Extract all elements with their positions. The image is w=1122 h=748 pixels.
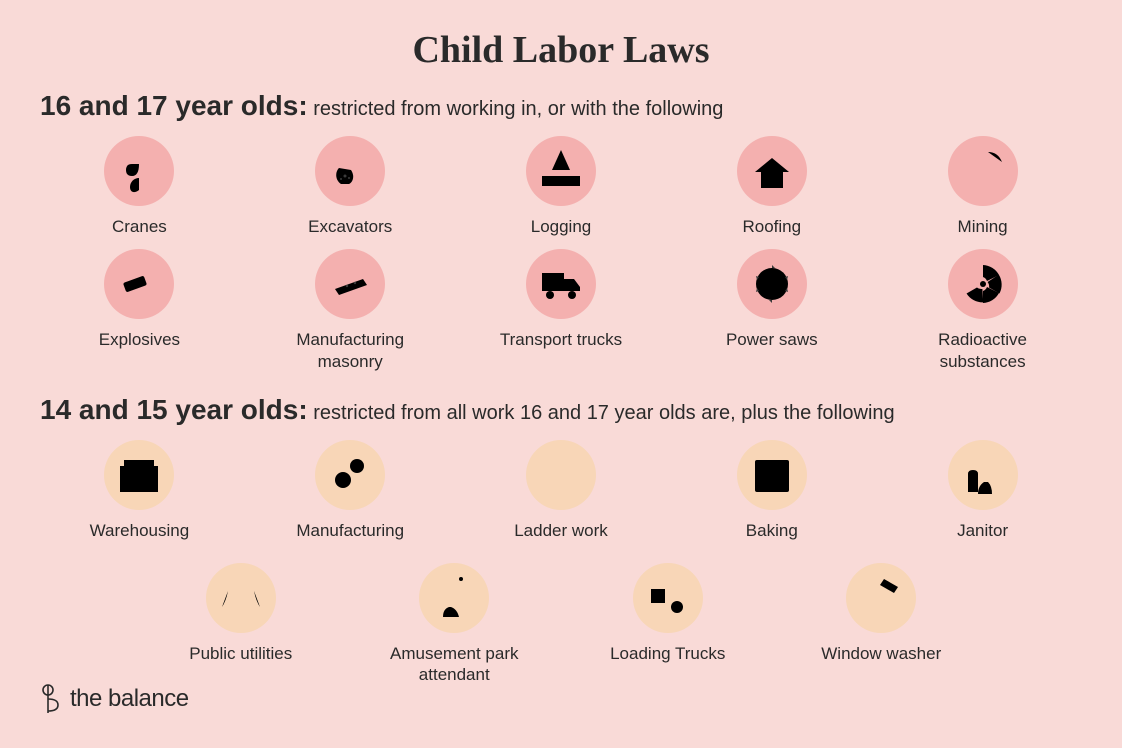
group2-age: 14 and 15 year olds: (40, 394, 308, 425)
list-item: Warehousing (40, 440, 239, 541)
item-label: Manufacturing (296, 520, 404, 541)
list-item: Roofing (672, 136, 871, 237)
oven-icon (737, 440, 807, 510)
gears-icon (315, 440, 385, 510)
masonry-icon (315, 249, 385, 319)
group2-grid-row2: Public utilities Amusement park attendan… (40, 563, 1082, 686)
item-label: Mining (958, 216, 1008, 237)
logging-icon (526, 136, 596, 206)
item-label: Roofing (742, 216, 801, 237)
radioactive-icon (948, 249, 1018, 319)
list-item: Ladder work (462, 440, 661, 541)
list-item: Transport trucks (462, 249, 661, 372)
item-label: Baking (746, 520, 798, 541)
item-label: Manufacturing masonry (275, 329, 425, 372)
list-item: Mining (883, 136, 1082, 237)
explosives-icon (104, 249, 174, 319)
item-label: Amusement park attendant (379, 643, 529, 686)
list-item: Cranes (40, 136, 239, 237)
page-title: Child Labor Laws (40, 28, 1082, 72)
group1-grid: Cranes Excavators Logging Roofing Mining… (40, 136, 1082, 372)
mining-icon (948, 136, 1018, 206)
item-label: Logging (531, 216, 592, 237)
item-label: Window washer (821, 643, 941, 664)
squeegee-icon (846, 563, 916, 633)
roofing-icon (737, 136, 807, 206)
excavator-icon (315, 136, 385, 206)
truck-icon (526, 249, 596, 319)
group1-tagline: restricted from working in, or with the … (313, 98, 723, 120)
crane-icon (104, 136, 174, 206)
group2-tagline: restricted from all work 16 and 17 year … (313, 402, 894, 424)
warehouse-icon (104, 440, 174, 510)
group1-age: 16 and 17 year olds: (40, 90, 308, 121)
item-label: Cranes (112, 216, 167, 237)
list-item: Power saws (672, 249, 871, 372)
janitor-icon (948, 440, 1018, 510)
group1-heading: 16 and 17 year olds: restricted from wor… (40, 90, 1082, 122)
item-label: Loading Trucks (610, 643, 725, 664)
list-item: Loading Trucks (567, 563, 769, 686)
item-label: Ladder work (514, 520, 608, 541)
list-item: Baking (672, 440, 871, 541)
item-label: Warehousing (90, 520, 190, 541)
group2-heading: 14 and 15 year olds: restricted from all… (40, 394, 1082, 426)
list-item: Manufacturing (251, 440, 450, 541)
item-label: Excavators (308, 216, 392, 237)
list-item: Amusement park attendant (354, 563, 556, 686)
brand-logo: the balance (40, 684, 189, 714)
item-label: Power saws (726, 329, 818, 350)
ladder-icon (526, 440, 596, 510)
utilities-icon (206, 563, 276, 633)
item-label: Explosives (99, 329, 180, 350)
loading-icon (633, 563, 703, 633)
group2-grid-row1: Warehousing Manufacturing Ladder work Ba… (40, 440, 1082, 541)
list-item: Explosives (40, 249, 239, 372)
item-label: Janitor (957, 520, 1008, 541)
list-item: Logging (462, 136, 661, 237)
list-item: Window washer (781, 563, 983, 686)
list-item: Excavators (251, 136, 450, 237)
item-label: Radioactive substances (908, 329, 1058, 372)
item-label: Public utilities (189, 643, 292, 664)
list-item: Manufacturing masonry (251, 249, 450, 372)
item-label: Transport trucks (500, 329, 622, 350)
brand-icon (40, 684, 64, 714)
list-item: Janitor (883, 440, 1082, 541)
saw-icon (737, 249, 807, 319)
amusement-icon (419, 563, 489, 633)
list-item: Radioactive substances (883, 249, 1082, 372)
brand-text: the balance (70, 685, 189, 713)
list-item: Public utilities (140, 563, 342, 686)
